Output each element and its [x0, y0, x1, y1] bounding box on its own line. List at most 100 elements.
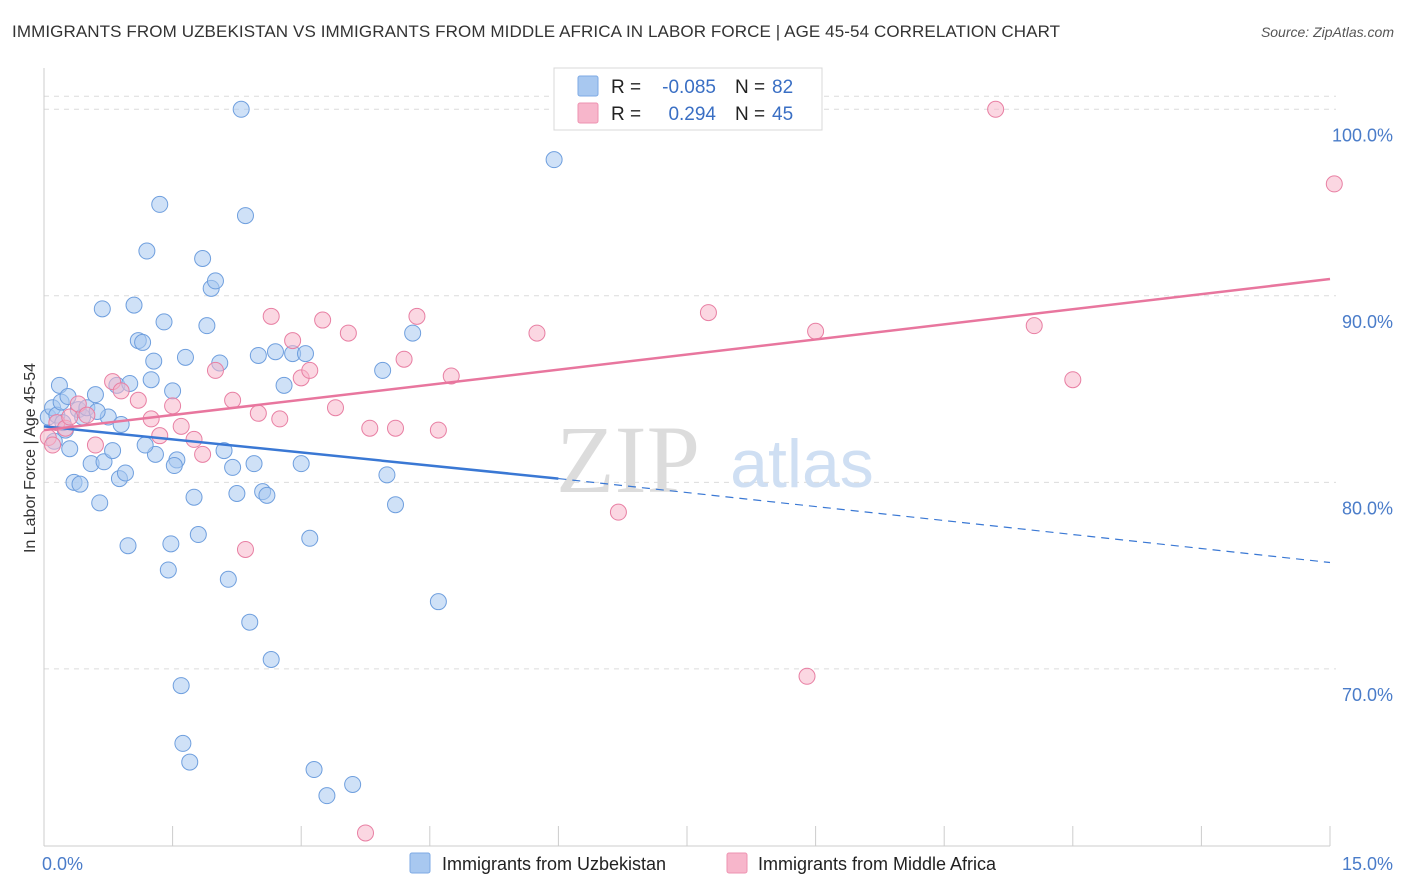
point-series0-43: [185, 488, 203, 506]
point-series0-56: [245, 455, 263, 473]
point-series0-72: [404, 324, 422, 342]
point-series1-41: [1025, 317, 1043, 335]
point-series0-4: [50, 376, 68, 394]
watermark-atlas: atlas: [730, 426, 874, 502]
legend-n-value-1: 82: [772, 77, 793, 98]
legend-r-label-2: R =: [611, 104, 641, 125]
point-series0-67: [318, 787, 336, 805]
point-series1-31: [395, 350, 413, 368]
point-series1-16: [194, 445, 212, 463]
point-series1-36: [609, 503, 627, 521]
legend-r-label-1: R =: [611, 77, 641, 98]
point-series1-13: [164, 397, 182, 415]
y-tick-label-0: 70.0%: [1342, 685, 1393, 705]
trendline-uzbekistan-solid: [43, 425, 559, 480]
point-series1-43: [1325, 175, 1343, 193]
point-series1-10: [129, 391, 147, 409]
point-series0-79: [165, 457, 183, 475]
point-series0-24: [119, 537, 137, 555]
point-series0-70: [378, 466, 396, 484]
point-series0-41: [176, 348, 194, 366]
point-series0-14: [86, 386, 104, 404]
legend-swatch-middle-africa: [577, 102, 599, 124]
point-series1-42: [1064, 371, 1082, 389]
point-series0-76: [136, 436, 154, 454]
point-series1-33: [429, 421, 447, 439]
point-series1-44: [357, 824, 374, 842]
point-series0-57: [249, 346, 267, 364]
point-series0-44: [189, 526, 207, 544]
point-series1-14: [172, 417, 190, 435]
point-series0-62: [275, 376, 293, 394]
point-series1-9: [112, 382, 130, 400]
point-series0-34: [155, 313, 173, 331]
bottom-legend-swatch-middle-africa: [726, 852, 748, 874]
axes: [43, 68, 1331, 847]
trendline-middle-africa: [43, 277, 1331, 432]
point-series0-78: [71, 475, 89, 493]
point-series1-1: [44, 436, 62, 454]
legend-n-label-1: N =: [735, 77, 765, 98]
point-series0-53: [232, 100, 250, 118]
point-series1-38: [798, 667, 816, 685]
point-series1-29: [361, 419, 379, 437]
point-series0-81: [228, 485, 246, 503]
legend-swatch-uzbekistan: [577, 75, 599, 97]
point-series0-60: [262, 650, 280, 668]
point-series1-30: [387, 419, 405, 437]
point-series0-17: [95, 453, 113, 471]
point-series1-21: [262, 307, 280, 325]
point-series1-7: [86, 436, 104, 454]
point-series1-32: [408, 307, 426, 325]
point-series0-68: [344, 775, 362, 793]
point-series1-23: [284, 332, 302, 350]
point-series0-19: [104, 442, 122, 460]
point-series0-71: [387, 496, 405, 514]
point-series1-35: [528, 324, 546, 342]
trendlines: [43, 277, 1331, 564]
point-series1-22: [271, 410, 289, 428]
point-series0-30: [142, 371, 160, 389]
point-series1-17: [206, 361, 224, 379]
point-series0-46: [198, 317, 216, 335]
point-series0-40: [174, 734, 192, 752]
point-series0-37: [164, 382, 182, 400]
point-series0-8: [61, 440, 79, 458]
point-series0-29: [138, 242, 156, 260]
point-series0-69: [292, 455, 310, 473]
point-series0-48: [206, 272, 224, 290]
point-series1-4: [61, 408, 79, 426]
watermark: ZIP atlas: [556, 406, 874, 513]
point-series0-54: [236, 207, 254, 225]
grid-lines: [44, 95, 1336, 670]
point-series1-28: [339, 324, 357, 342]
point-series1-34: [442, 367, 460, 385]
point-series0-15: [91, 494, 109, 512]
y-tick-label-2: 90.0%: [1342, 312, 1393, 332]
point-series0-59: [258, 486, 276, 504]
point-series0-42: [181, 753, 199, 771]
point-series0-33: [151, 195, 169, 213]
trendline-uzbekistan-dashed: [558, 477, 1331, 564]
point-series0-55: [241, 613, 259, 631]
x-tick-label-min: 0.0%: [42, 854, 83, 874]
source-label: Source: ZipAtlas.com: [1260, 24, 1394, 40]
point-series0-31: [145, 352, 163, 370]
bottom-legend: Immigrants from Uzbekistan Immigrants fr…: [409, 852, 997, 874]
point-series0-28: [134, 333, 152, 351]
point-series1-20: [249, 404, 267, 422]
legend-r-value-1: -0.085: [662, 77, 716, 98]
legend-box: R = -0.085 N = 82 R = 0.294 N = 45: [553, 67, 823, 131]
point-series1-19: [236, 540, 254, 558]
point-series1-27: [326, 399, 344, 417]
point-series0-16: [93, 300, 111, 318]
point-series1-39: [807, 322, 825, 340]
point-series0-22: [112, 415, 130, 433]
watermark-zip: ZIP: [556, 406, 700, 513]
point-series0-73: [429, 593, 447, 611]
tick-labels: 70.0% 80.0% 90.0% 100.0% 0.0% 15.0%: [42, 125, 1393, 874]
point-series1-15: [185, 430, 203, 448]
point-series1-25: [301, 361, 319, 379]
bottom-legend-label-middle-africa: Immigrants from Middle Africa: [758, 854, 997, 874]
